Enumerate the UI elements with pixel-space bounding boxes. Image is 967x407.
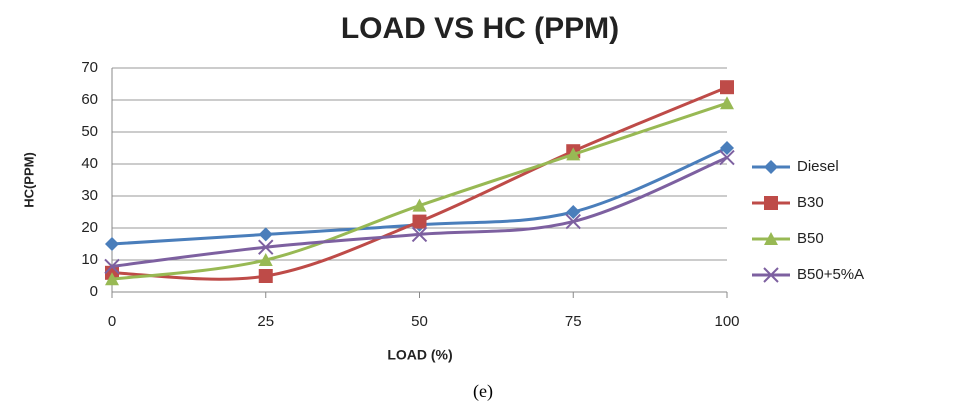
legend-marker xyxy=(764,196,778,210)
marker xyxy=(720,80,734,95)
series-line xyxy=(111,156,728,268)
marker xyxy=(720,141,734,155)
marker xyxy=(105,237,119,251)
legend-marker xyxy=(764,160,778,174)
chart-title: LOAD VS HC (PPM) xyxy=(341,12,619,45)
y-tick-label: 10 xyxy=(81,251,98,268)
marker xyxy=(104,258,120,275)
y-axis-label: HC(PPM) xyxy=(21,152,36,208)
marker xyxy=(105,272,119,286)
marker xyxy=(258,253,273,266)
series-line xyxy=(111,85,728,281)
marker xyxy=(566,205,581,219)
y-tick-label: 20 xyxy=(81,219,98,236)
marker xyxy=(566,147,581,161)
marker xyxy=(720,96,734,110)
y-tick-label: 0 xyxy=(90,283,98,300)
legend-marker xyxy=(763,267,779,283)
y-tick-label: 30 xyxy=(81,187,98,204)
marker xyxy=(258,227,273,242)
y-tick-label: 70 xyxy=(81,59,98,76)
y-tick-label: 40 xyxy=(81,155,98,172)
caption: (e) xyxy=(473,381,493,402)
x-tick-label: 25 xyxy=(257,313,274,330)
legend-label: B30 xyxy=(797,194,824,211)
x-tick-label: 0 xyxy=(108,313,116,330)
marker xyxy=(719,149,735,166)
marker xyxy=(258,269,273,283)
y-tick-label: 50 xyxy=(81,123,98,140)
marker xyxy=(412,214,427,229)
x-tick-label: 50 xyxy=(411,313,428,330)
marker xyxy=(258,239,274,255)
x-tick-label: 75 xyxy=(565,313,582,330)
x-tick-label: 100 xyxy=(714,313,739,330)
legend-marker xyxy=(764,232,778,245)
marker xyxy=(565,213,581,230)
marker xyxy=(411,226,428,243)
legend-label: Diesel xyxy=(797,158,839,175)
legend-label: B50 xyxy=(797,230,824,247)
marker xyxy=(412,198,427,212)
legend-label: B50+5%A xyxy=(797,266,864,283)
y-tick-label: 60 xyxy=(81,91,98,108)
x-axis-label: LOAD (%) xyxy=(387,347,452,363)
